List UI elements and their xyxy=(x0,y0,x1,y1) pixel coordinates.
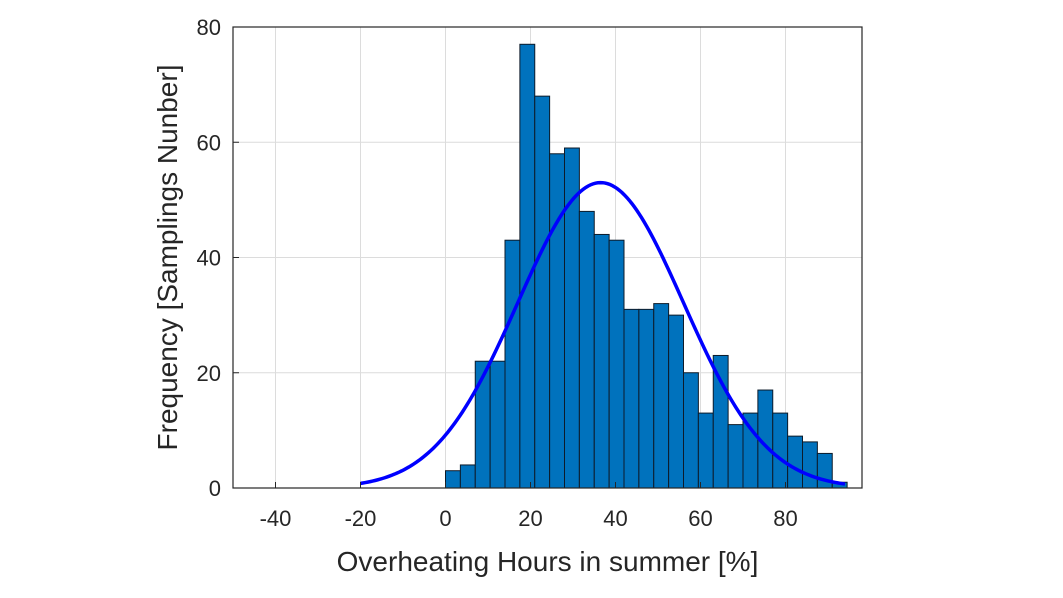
x-axis-label: Overheating Hours in summer [%] xyxy=(337,546,759,577)
histogram-bar xyxy=(787,435,803,489)
y-tick-label: 20 xyxy=(197,361,221,386)
histogram-bar xyxy=(668,314,684,489)
y-tick-label: 0 xyxy=(209,476,221,501)
histogram-bar xyxy=(802,441,818,489)
x-tick-label: 60 xyxy=(688,506,712,531)
y-tick-label: 60 xyxy=(197,130,221,155)
histogram-bar xyxy=(772,412,789,489)
histogram-bar xyxy=(549,153,565,489)
histogram-bar xyxy=(489,360,506,489)
y-axis-ticks: 0 20 40 60 80 xyxy=(197,15,239,501)
x-tick-label: 40 xyxy=(603,506,627,531)
histogram-bar xyxy=(727,424,744,489)
x-tick-label: 0 xyxy=(439,506,451,531)
x-tick-label: 80 xyxy=(773,506,797,531)
histogram-bar xyxy=(653,303,670,489)
histogram-bar xyxy=(683,372,699,489)
x-tick-label: -40 xyxy=(260,506,292,531)
histogram-bar xyxy=(697,412,714,489)
histogram-bar xyxy=(608,239,625,489)
y-axis-label: Frequency [Samplings Nunber] xyxy=(152,65,183,451)
x-tick-label: -20 xyxy=(345,506,377,531)
histogram-bar xyxy=(504,239,521,489)
y-tick-label: 40 xyxy=(197,246,221,271)
histogram-bar xyxy=(712,354,729,489)
histogram-bar xyxy=(445,470,461,489)
histogram-bar xyxy=(593,233,610,489)
histogram-bar xyxy=(638,308,655,489)
x-axis-ticks: -40 -20 0 20 40 60 80 xyxy=(260,482,798,531)
histogram-bar xyxy=(623,308,640,489)
histogram-bar xyxy=(459,464,476,489)
histogram-bars xyxy=(445,43,848,489)
histogram-bar xyxy=(534,95,551,489)
y-tick-label: 80 xyxy=(197,15,221,40)
x-tick-label: 20 xyxy=(518,506,542,531)
normal-fit-curve xyxy=(360,180,846,486)
histogram-bar xyxy=(578,210,595,489)
